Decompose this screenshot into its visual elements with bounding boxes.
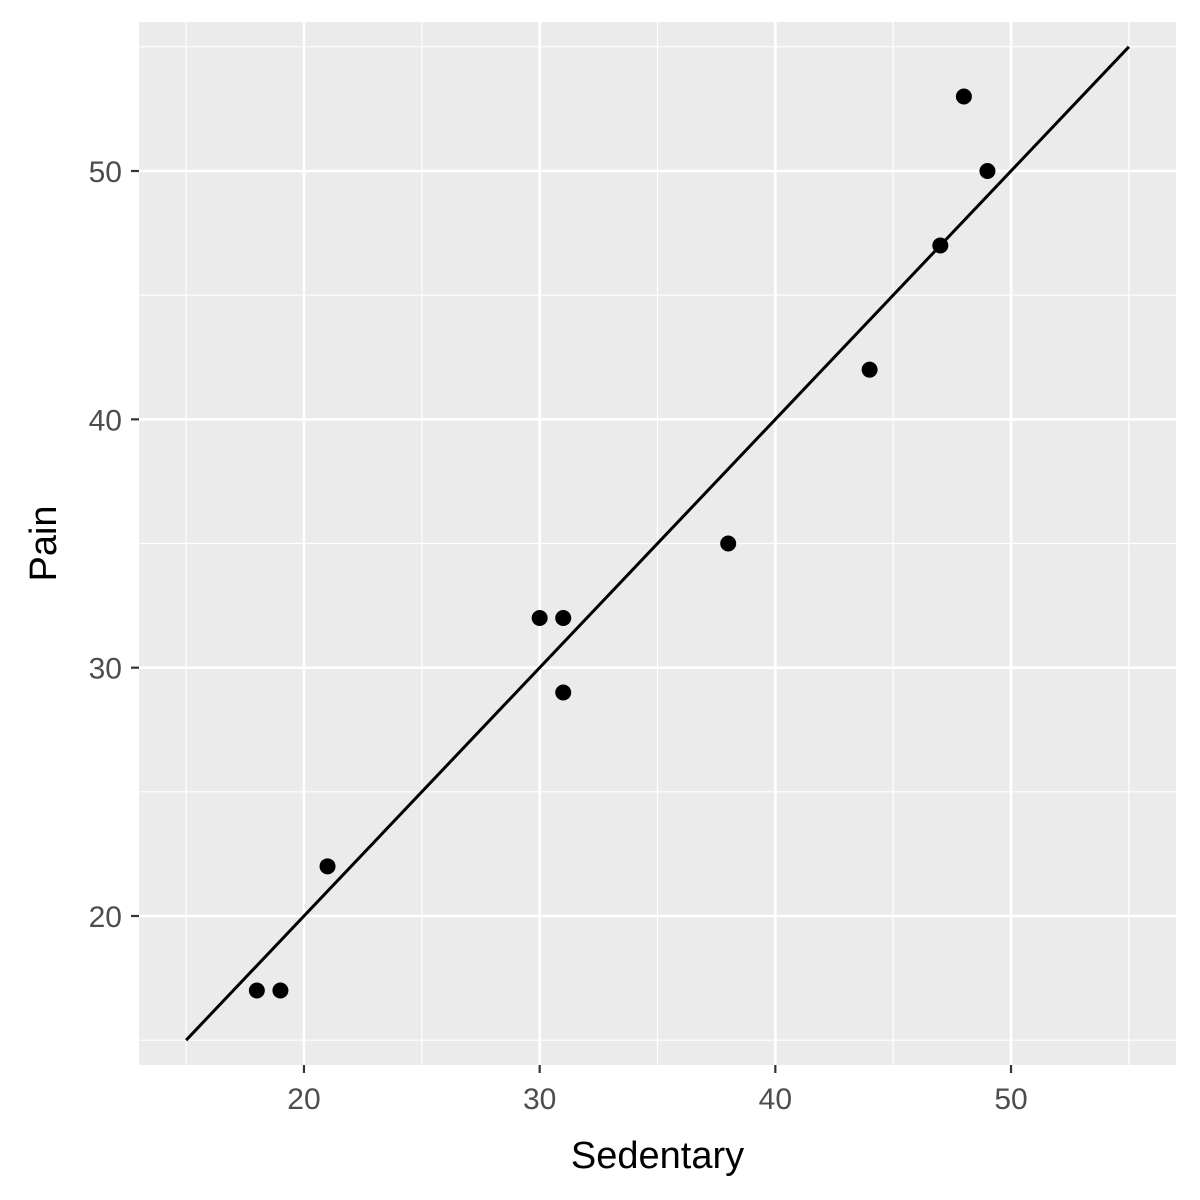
data-point [248, 982, 265, 999]
y-tick-label: 50 [89, 156, 122, 189]
reference-line [185, 45, 1130, 1042]
data-point [861, 361, 878, 378]
data-point [319, 858, 336, 875]
y-tick-label: 20 [89, 901, 122, 934]
major-gridlines [139, 22, 1176, 1065]
x-tick-label: 20 [287, 1083, 320, 1116]
reference-line-group [185, 45, 1130, 1042]
x-tick-label: 40 [759, 1083, 792, 1116]
x-axis-title: Sedentary [571, 1135, 744, 1177]
data-point [955, 88, 972, 105]
x-axis-ticks: 20 30 40 50 [287, 1065, 1028, 1116]
data-point [555, 610, 572, 626]
data-point [272, 982, 289, 999]
x-tick-label: 30 [523, 1083, 556, 1116]
y-axis-title: Pain [23, 505, 65, 581]
data-point [555, 684, 572, 701]
x-tick-label: 50 [994, 1083, 1027, 1116]
y-axis-ticks: 20 30 40 50 [89, 156, 139, 934]
data-point [932, 237, 949, 254]
data-point [531, 610, 548, 626]
data-point [979, 163, 996, 179]
data-points [248, 88, 996, 999]
y-tick-label: 30 [89, 653, 122, 686]
y-tick-label: 40 [89, 404, 122, 437]
data-point [720, 535, 737, 552]
